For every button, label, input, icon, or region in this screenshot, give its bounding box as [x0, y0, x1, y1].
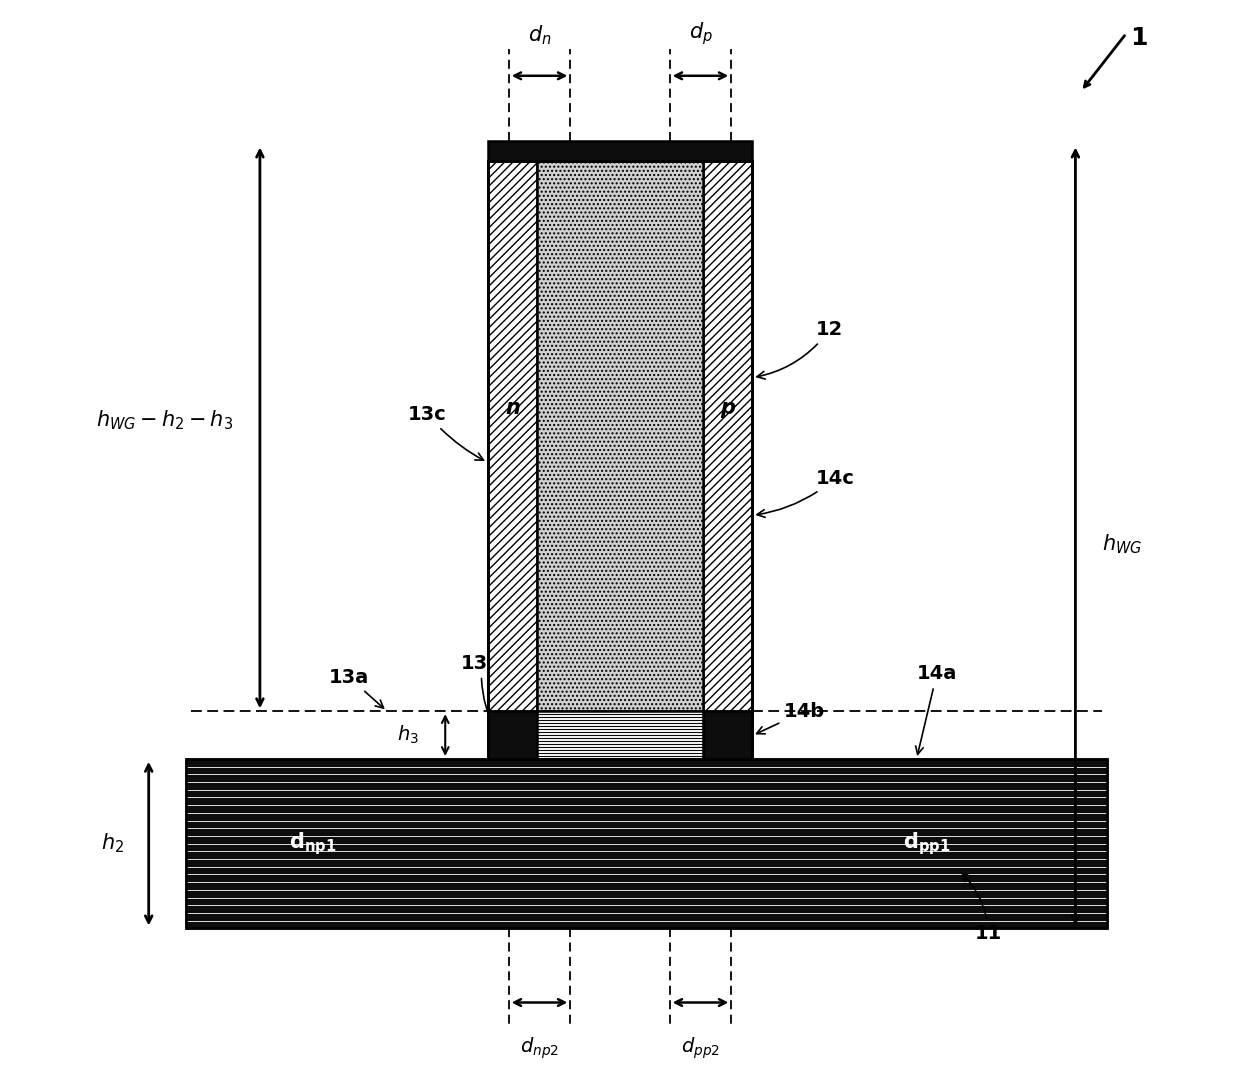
Text: 13c: 13c	[408, 405, 484, 460]
Text: $h_{WG} - h_2 - h_3$: $h_{WG} - h_2 - h_3$	[95, 408, 233, 431]
Bar	[186, 759, 1107, 928]
Text: $d_{pp2}$: $d_{pp2}$	[681, 1035, 720, 1061]
Text: $h_{WG}$: $h_{WG}$	[1102, 532, 1142, 556]
Text: 1: 1	[1131, 26, 1148, 50]
Text: $\mathbf{d_{np1}}$: $\mathbf{d_{np1}}$	[289, 831, 336, 857]
Text: $d_p$: $d_p$	[688, 20, 713, 47]
Text: $d_{np2}$: $d_{np2}$	[520, 1035, 559, 1061]
Bar	[487, 711, 537, 759]
Text: 14b: 14b	[756, 702, 826, 734]
Bar	[487, 161, 753, 759]
Text: $d_n$: $d_n$	[528, 24, 552, 47]
Text: 14a: 14a	[915, 664, 957, 754]
Bar	[487, 142, 753, 161]
Bar	[537, 161, 703, 711]
Text: $M_1$: $M_1$	[606, 724, 634, 746]
Text: $\mathbf{d_{pp1}}$: $\mathbf{d_{pp1}}$	[904, 831, 951, 857]
Text: 12: 12	[756, 320, 843, 379]
Bar	[186, 759, 1107, 928]
Text: $h_3$: $h_3$	[397, 724, 419, 746]
Text: $h_2$: $h_2$	[100, 832, 124, 855]
Text: 14c: 14c	[756, 469, 854, 517]
Bar	[487, 161, 537, 711]
Bar	[537, 711, 703, 759]
Text: 13a: 13a	[329, 667, 383, 708]
Bar	[703, 161, 753, 711]
Text: n: n	[505, 398, 520, 418]
Text: $M_2$: $M_2$	[605, 440, 635, 464]
Text: 13b: 13b	[461, 653, 502, 732]
Text: p: p	[720, 398, 735, 418]
Text: 11: 11	[962, 873, 1002, 943]
Bar	[703, 711, 753, 759]
